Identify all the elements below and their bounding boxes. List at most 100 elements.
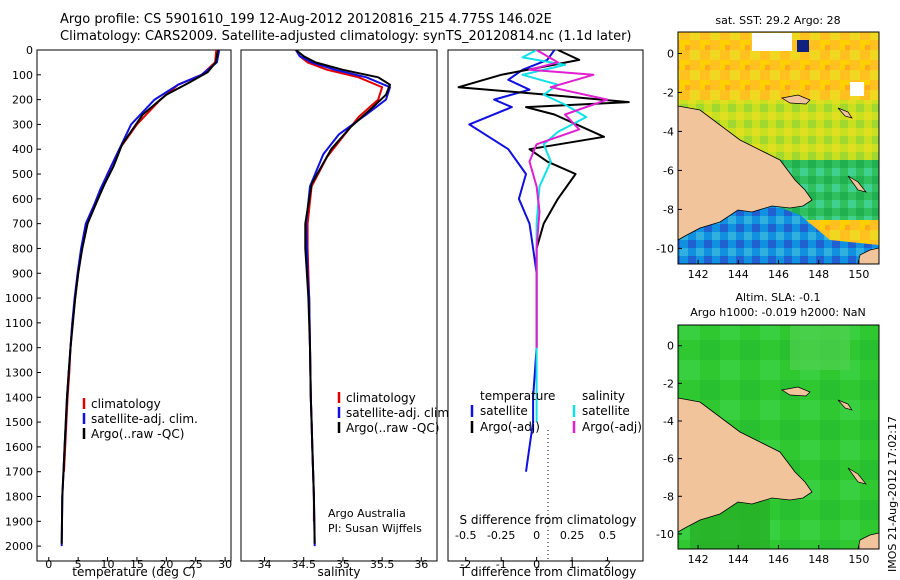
x-tick-label: 0 bbox=[533, 558, 540, 571]
longitude-tick-label: 146 bbox=[768, 553, 789, 566]
island-landmass bbox=[837, 399, 853, 411]
depth-tick-label: 1100 bbox=[5, 317, 33, 330]
australia-landmass bbox=[857, 532, 879, 549]
depth-tick-label: 0 bbox=[26, 44, 33, 57]
legend-label-s-satellite: satellite bbox=[582, 404, 630, 418]
depth-tick-label: 1000 bbox=[5, 292, 33, 305]
figure-title-line2: Climatology: CARS2009. Satellite-adjuste… bbox=[60, 29, 632, 44]
x-tick-label: -2 bbox=[460, 558, 471, 571]
x-tick-label: 34.5 bbox=[291, 558, 316, 571]
legend-label-satellite: satellite-adj. clim. bbox=[91, 412, 198, 426]
sst-map-title: sat. SST: 29.2 Argo: 28 bbox=[715, 14, 840, 27]
series-line-t-satellite bbox=[468, 50, 556, 472]
series-line-argo-raw-qc bbox=[295, 50, 391, 544]
temperature-axis-ticks: 0 5 10 15 20 25 30 bbox=[45, 557, 232, 571]
credit-line2: PI: Susan Wijffels bbox=[328, 522, 422, 535]
x-tick-label: 5 bbox=[75, 558, 82, 571]
legend-label-satellite: satellite-adj. clim. bbox=[346, 406, 453, 420]
depth-tick-label: 1200 bbox=[5, 342, 33, 355]
legend-label-t-argo: Argo(-adj) bbox=[480, 420, 540, 434]
x-tick-label: 36 bbox=[414, 558, 428, 571]
legend-label-t-satellite: satellite bbox=[480, 404, 528, 418]
depth-tick-label: 200 bbox=[12, 94, 33, 107]
x-tick-label: 2 bbox=[604, 558, 611, 571]
s-diff-tick-label: -0.25 bbox=[487, 529, 515, 542]
x-tick-label: 0 bbox=[45, 558, 52, 571]
salinity-axis-ticks: 34 34.5 35 35.5 36 bbox=[258, 557, 428, 571]
temperature-axis-label: temperature (deg C) bbox=[72, 565, 195, 579]
depth-tick-label: 300 bbox=[12, 118, 33, 131]
latitude-tick-label: -2 bbox=[663, 86, 674, 99]
longitude-tick-label: 150 bbox=[848, 553, 869, 566]
s-diff-tick-label: 0.25 bbox=[560, 529, 585, 542]
imos-timestamp: IMOS 21-Aug-2012 17:02:17 bbox=[886, 416, 899, 572]
longitude-tick-label: 144 bbox=[728, 553, 749, 566]
depth-tick-label: 1400 bbox=[5, 391, 33, 404]
x-tick-label: 25 bbox=[189, 558, 203, 571]
longitude-tick-label: 144 bbox=[728, 268, 749, 281]
sla-longitude-ticks: 142 144 146 148 150 bbox=[688, 545, 869, 566]
depth-tick-label: 2000 bbox=[5, 540, 33, 553]
depth-tick-label: 400 bbox=[12, 143, 33, 156]
credit-line1: Argo Australia bbox=[328, 507, 406, 520]
depth-tick-label: 1900 bbox=[5, 515, 33, 528]
depth-tick-label: 1800 bbox=[5, 491, 33, 504]
x-tick-label: 30 bbox=[218, 558, 232, 571]
island-landmass bbox=[837, 107, 853, 119]
difference-panel: -2 -1 0 1 2 -0.5 -0.25 0 0.25 0.5 T difference f… bbox=[447, 49, 644, 579]
t-difference-axis-label: T difference from climatology bbox=[459, 565, 637, 579]
difference-legend: temperature salinity satellite Argo(-adj… bbox=[470, 389, 642, 434]
island-landmass bbox=[847, 467, 867, 485]
latitude-tick-label: -6 bbox=[663, 164, 674, 177]
temperature-plot-frame bbox=[36, 49, 232, 562]
series-line-t-argo-adj bbox=[457, 50, 630, 348]
legend-label-climatology: climatology bbox=[91, 397, 161, 411]
australia-landmass bbox=[857, 247, 879, 264]
latitude-tick-label: -2 bbox=[663, 377, 674, 390]
temperature-panel: 0100200300400500600700800900100011001200… bbox=[5, 44, 232, 579]
series-line-s-argo-adj bbox=[528, 50, 609, 348]
longitude-tick-label: 142 bbox=[688, 268, 709, 281]
depth-axis-ticks: 0 100 200 300 400 500 600 700 800 900 1000 1100 1200… bbox=[5, 44, 41, 553]
sst-missing-data bbox=[850, 82, 864, 96]
legend-label-argo: Argo(..raw -QC) bbox=[346, 421, 439, 435]
s-difference-axis-ticks: -0.5 -0.25 0 0.25 0.5 bbox=[455, 529, 616, 542]
salinity-series bbox=[295, 50, 391, 547]
x-tick-label: 1 bbox=[569, 558, 576, 571]
s-diff-tick-label: -0.5 bbox=[455, 529, 476, 542]
s-difference-axis-label: S difference from climatology bbox=[460, 513, 637, 527]
depth-tick-label: 900 bbox=[12, 267, 33, 280]
series-line-argo-raw-qc bbox=[60, 50, 220, 544]
island-landmass bbox=[781, 386, 811, 397]
difference-series bbox=[457, 50, 630, 472]
depth-tick-label: 500 bbox=[12, 168, 33, 181]
legend-label-s-argo: Argo(-adj) bbox=[582, 420, 642, 434]
latitude-tick-label: -10 bbox=[656, 242, 674, 255]
longitude-tick-label: 148 bbox=[808, 553, 829, 566]
latitude-tick-label: -6 bbox=[663, 453, 674, 466]
sst-missing-data bbox=[752, 33, 792, 51]
salinity-plot-frame bbox=[240, 49, 438, 562]
difference-plot-frame bbox=[447, 49, 644, 562]
latitude-tick-label: -4 bbox=[663, 125, 674, 138]
depth-tick-label: 600 bbox=[12, 193, 33, 206]
depth-tick-label: 100 bbox=[12, 69, 33, 82]
latitude-tick-label: 0 bbox=[667, 340, 674, 353]
sst-latitude-ticks: 0 -2 -4 -6 -8 -10 bbox=[656, 47, 682, 255]
longitude-tick-label: 148 bbox=[808, 268, 829, 281]
sla-latitude-ticks: 0 -2 -4 -6 -8 -10 bbox=[656, 340, 682, 541]
x-tick-label: 35.5 bbox=[370, 558, 395, 571]
depth-tick-label: 1600 bbox=[5, 441, 33, 454]
depth-tick-label: 1700 bbox=[5, 466, 33, 479]
legend-label-climatology: climatology bbox=[346, 391, 416, 405]
figure-title-line1: Argo profile: CS 5901610_199 12-Aug-2012… bbox=[60, 12, 552, 27]
x-tick-label: 20 bbox=[159, 558, 173, 571]
salinity-panel: 34 34.5 35 35.5 36 salinity climatology sate… bbox=[240, 49, 453, 579]
latitude-tick-label: -8 bbox=[663, 490, 674, 503]
depth-tick-label: 700 bbox=[12, 218, 33, 231]
s-diff-tick-label: 0 bbox=[533, 529, 540, 542]
salinity-axis-label: salinity bbox=[317, 565, 360, 579]
sla-map-subtitle: Argo h1000: -0.019 h2000: NaN bbox=[690, 306, 866, 319]
new-guinea-landmass bbox=[678, 105, 813, 241]
